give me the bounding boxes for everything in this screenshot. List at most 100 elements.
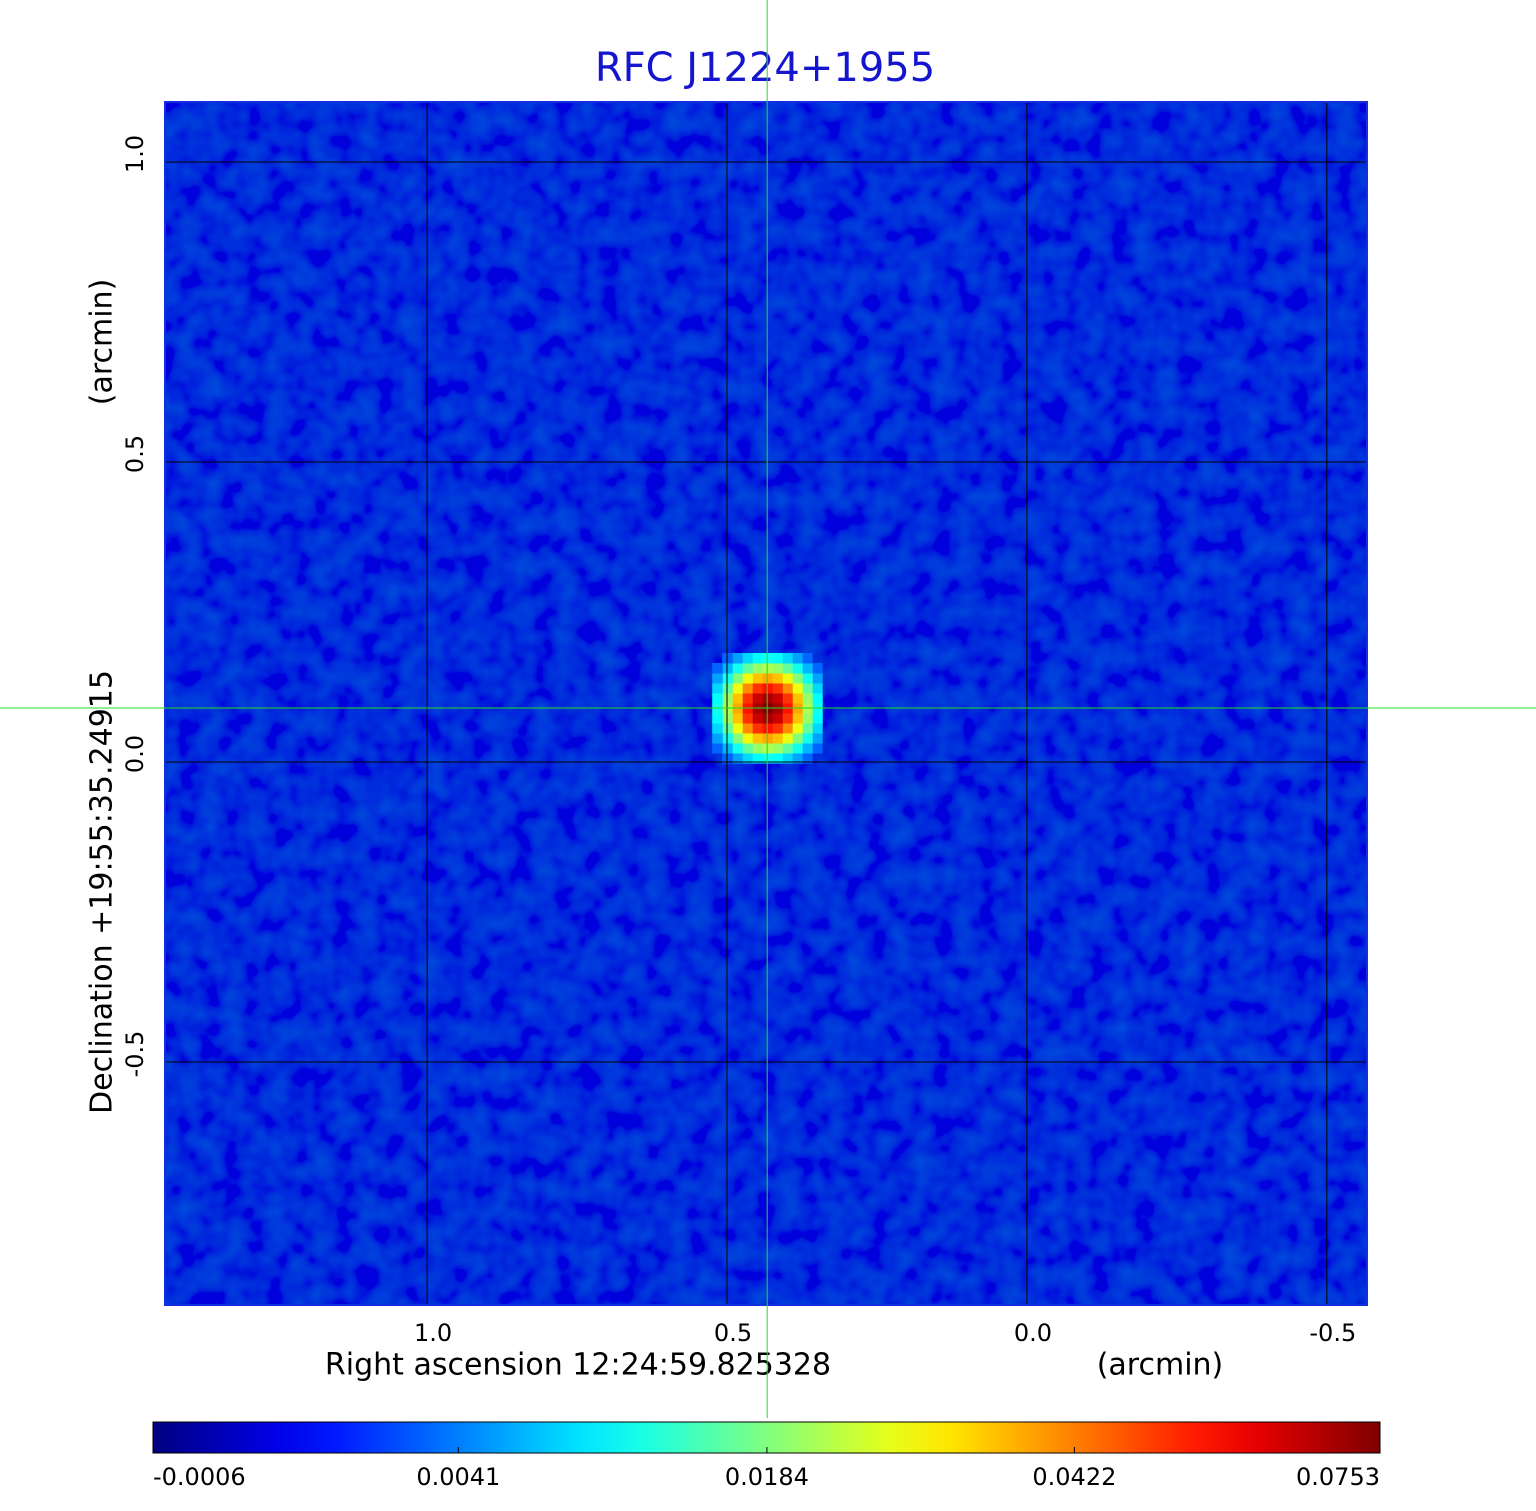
image-pixel [782,723,793,734]
image-pixel [772,753,783,764]
image-pixel [752,753,763,764]
image-pixel [802,692,813,704]
image-pixel [732,692,743,704]
image-pixel [802,652,813,664]
image-pixel [812,662,823,674]
image-pixel [772,713,783,724]
image-pixel [712,662,723,674]
image-pixel [752,682,763,694]
image-pixel [802,662,813,674]
image-pixel [812,672,823,684]
image-pixel [812,733,823,744]
image-pixel [812,682,823,694]
image-pixel [772,672,783,684]
y-tick-label: -0.5 [121,1031,149,1078]
image-pixel [742,692,753,704]
image-pixel [772,682,783,694]
image-pixel [742,652,753,664]
image-pixel [802,682,813,694]
image-pixel [782,733,793,744]
x-tick-label: -0.5 [1309,1319,1356,1347]
image-pixel [712,743,723,754]
image-pixel [812,723,823,734]
image-pixel [802,723,813,734]
image-pixel [752,733,763,744]
image-pixel [792,713,803,724]
image-pixel [712,692,723,704]
image-pixel [732,652,743,664]
image-pixel [732,733,743,744]
image-pixel [802,743,813,754]
image-pixel [742,743,753,754]
x-axis-label: Right ascension 12:24:59.825328 [325,1348,831,1383]
image-pixel [742,662,753,674]
image-pixel [712,672,723,684]
colorbar-tick-label: 0.0422 [1032,1463,1116,1491]
image-pixel [742,733,753,744]
x-tick-label: 0.0 [1014,1319,1052,1347]
y-axis-unit: (arcmin) [85,279,120,406]
chart-title: RFC J1224+1955 [595,45,935,91]
image-pixel [792,733,803,744]
image-pixel [782,682,793,694]
y-tick-label: 0.5 [121,435,149,473]
colorbar-tick-label: 0.0041 [416,1463,500,1491]
image-pixel [732,723,743,734]
image-pixel [782,652,793,664]
image-pixel [732,753,743,764]
image-pixel [732,662,743,674]
image-pixel [712,682,723,694]
image-pixel [712,723,723,734]
image-pixel [712,733,723,744]
image-pixel [782,753,793,764]
image-pixel [742,753,753,764]
image-pixel [782,743,793,754]
image-pixel [772,692,783,704]
x-tick-label: 1.0 [414,1319,452,1347]
image-pixel [752,652,763,664]
image-pixel [742,672,753,684]
image-pixel [742,682,753,694]
x-axis-unit: (arcmin) [1097,1348,1224,1383]
image-pixel [742,713,753,724]
image-pixel [792,723,803,734]
image-pixel [782,692,793,704]
image-pixel [802,672,813,684]
image-pixel [772,743,783,754]
image-pixel [812,743,823,754]
image-pixel [752,672,763,684]
image-pixel [792,753,803,764]
image-pixel [772,652,783,664]
x-tick-label: 0.5 [714,1319,752,1347]
image-pixel [782,662,793,674]
plot-frame [164,101,1368,1306]
image-pixel [792,672,803,684]
image-pixel [792,682,803,694]
image-pixel [782,672,793,684]
image-pixel [772,733,783,744]
image-pixel [752,662,763,674]
image-pixel [732,743,743,754]
image-pixel [742,723,753,734]
image-pixel [772,723,783,734]
colorbar-tick-label: 0.0753 [1296,1463,1380,1491]
image-pixel [752,723,763,734]
image-pixel [802,733,813,744]
image-pixel [802,753,813,764]
image-pixel [732,672,743,684]
image-pixel [732,682,743,694]
image-pixel [752,743,763,754]
colorbar-tick-label: -0.0006 [153,1463,246,1491]
image-pixel [782,713,793,724]
image-pixel [752,692,763,704]
image-pixel [772,662,783,674]
image-pixel [812,713,823,724]
y-tick-label: 0.0 [121,735,149,773]
y-axis-label: Declination +19:55:35.24915 [85,670,120,1114]
colorbar-tick-label: 0.0184 [725,1463,809,1491]
image-pixel [792,692,803,704]
image-pixel [792,652,803,664]
image-pixel [712,713,723,724]
image-pixel [802,713,813,724]
